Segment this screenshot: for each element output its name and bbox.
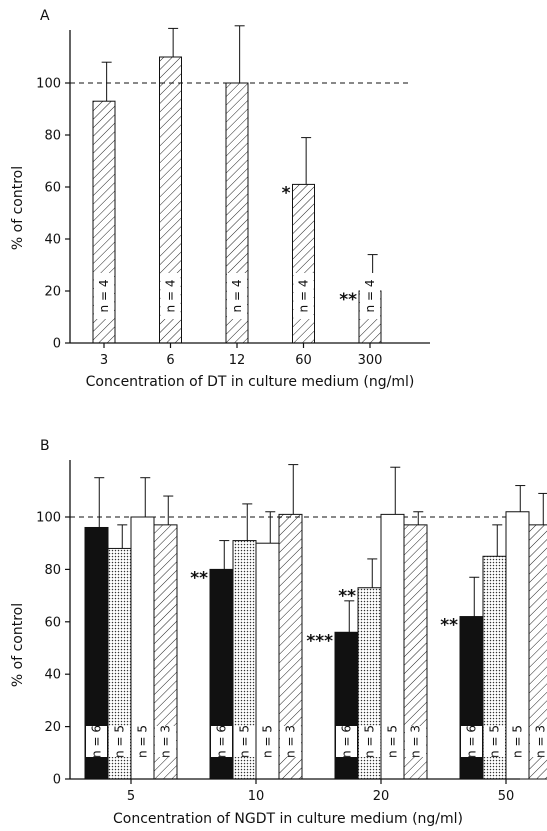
significance-marker: ** (190, 568, 208, 588)
n-label: n = 6 (90, 725, 104, 758)
x-tick-label: 20 (373, 789, 390, 804)
n-label: n = 4 (97, 280, 111, 313)
n-label-box (94, 273, 114, 319)
n-label-box (280, 726, 301, 757)
panel-b-x-ticks: 5 10 20 50 (127, 779, 514, 804)
n-label: n = 4 (297, 280, 311, 313)
n-label: n = 5 (113, 725, 127, 758)
significance-marker: ** (440, 616, 458, 636)
n-label-box (359, 726, 380, 757)
n-label: n = 4 (363, 280, 377, 313)
n-label: n = 5 (511, 725, 525, 758)
n-label: n = 6 (465, 725, 479, 758)
y-tick-label: 100 (36, 511, 61, 526)
n-label: n = 5 (386, 725, 400, 758)
x-tick-label: 50 (498, 789, 515, 804)
n-label-box (530, 726, 547, 757)
n-label-box (405, 726, 426, 757)
n-label-box (86, 726, 107, 757)
y-tick-label: 0 (53, 337, 61, 352)
n-label-box (211, 726, 232, 757)
n-label: n = 3 (534, 725, 547, 758)
n-label: n = 5 (488, 725, 502, 758)
panel-b-label: B (40, 438, 50, 454)
y-tick-label: 80 (44, 129, 61, 144)
significance-marker: * (282, 183, 291, 203)
n-label: n = 3 (159, 725, 173, 758)
significance-marker: ** (339, 290, 357, 310)
n-label: n = 3 (284, 725, 298, 758)
x-tick-label: 60 (295, 353, 312, 368)
panel-a-x-ticks: 3 6 12 60 300 (100, 343, 383, 368)
panel-a-y-ticks: 0 20 40 60 80 100 (36, 77, 70, 352)
n-label-box (336, 726, 357, 757)
n-label: n = 5 (261, 725, 275, 758)
panel-a-y-axis-label: % of control (10, 166, 26, 250)
significance-marker: ** (338, 587, 356, 607)
y-tick-label: 100 (36, 77, 61, 92)
y-tick-label: 40 (44, 233, 61, 248)
n-label-box (484, 726, 505, 757)
n-label-box (293, 273, 314, 319)
n-label-box (227, 273, 247, 319)
n-label-box (109, 726, 130, 757)
bar (292, 183, 315, 344)
bar (528, 524, 547, 780)
y-tick-label: 80 (44, 563, 61, 578)
y-tick-label: 60 (44, 615, 61, 630)
n-label: n = 5 (363, 725, 377, 758)
n-label-box (360, 273, 380, 319)
x-tick-label: 12 (229, 353, 246, 368)
n-label: n = 3 (409, 725, 423, 758)
n-label-box (132, 726, 153, 757)
n-label-box (257, 726, 278, 757)
n-label-box (160, 273, 181, 319)
x-tick-label: 3 (100, 353, 108, 368)
n-label: n = 6 (215, 725, 229, 758)
panel-b-y-ticks: 0 20 40 60 80 100 (36, 511, 70, 788)
n-label: n = 4 (230, 280, 244, 313)
panel-a-label: A (40, 8, 50, 24)
n-label: n = 5 (136, 725, 150, 758)
panel-b-x-axis-label: Concentration of NGDT in culture medium … (113, 811, 463, 827)
n-label: n = 5 (238, 725, 252, 758)
x-tick-label: 10 (248, 789, 265, 804)
n-label: n = 4 (164, 280, 178, 313)
n-label-box (234, 726, 255, 757)
panel-b-bars: n = 6 n = 5 n = 5 n = 3 n = 6 ** n = 5 n = 5 n =… (70, 464, 547, 780)
y-tick-label: 0 (53, 773, 61, 788)
x-tick-label: 300 (358, 353, 383, 368)
n-label-box (461, 726, 482, 757)
y-tick-label: 20 (44, 720, 61, 735)
panel-a-x-axis-label: Concentration of DT in culture medium (n… (86, 374, 415, 390)
n-label: n = 6 (340, 725, 354, 758)
panel-b-y-axis-label: % of control (10, 603, 26, 687)
n-label-box (155, 726, 176, 757)
panel-a-bars: n = 4 n = 4 n = 4 n = 4 * n = 4 ** (70, 25, 408, 344)
significance-marker: *** (306, 631, 333, 651)
n-label-box (382, 726, 403, 757)
y-tick-label: 40 (44, 668, 61, 683)
x-tick-label: 6 (166, 353, 174, 368)
y-tick-label: 20 (44, 285, 61, 300)
x-tick-label: 5 (127, 789, 135, 804)
n-label-box (507, 726, 528, 757)
y-tick-label: 60 (44, 181, 61, 196)
panel-a: A n = 4 n = 4 n = 4 n = 4 * n = 4 ** 0 20 40 60 80… (10, 8, 430, 390)
